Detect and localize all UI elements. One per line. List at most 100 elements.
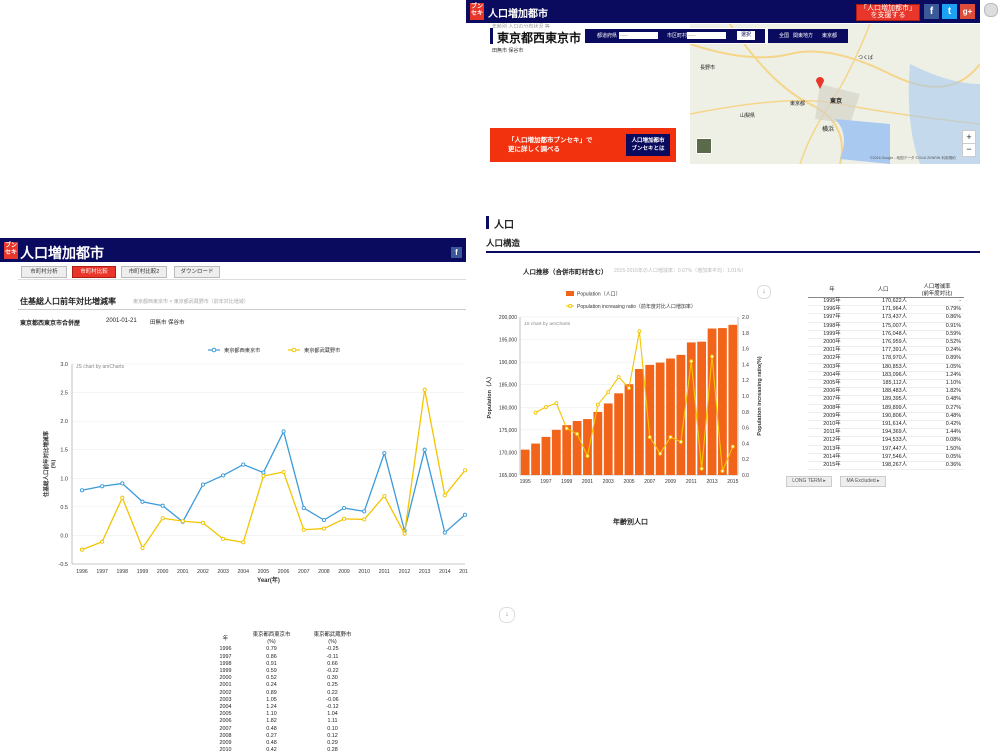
long-term-button[interactable]: LONG TERM ▸	[786, 476, 832, 487]
left-merge-cities: 田無市 保谷市	[150, 320, 185, 326]
tab-city-compare[interactable]: 市町村比較	[72, 266, 116, 278]
right-table-cell: 2002年	[808, 354, 856, 364]
bottom-download-icon[interactable]: ↓	[499, 607, 515, 623]
right-table-cell: 1.50%	[910, 445, 964, 454]
right-table-cell: 2006年	[808, 387, 856, 397]
left-col-musashino: 東京都武蔵野市 (%)	[313, 632, 352, 646]
nav-link-kanto[interactable]: 関東地方	[793, 33, 814, 39]
right-table-row: 2001年 177,391人 0.24%	[808, 346, 964, 356]
left-table-cell: 0.48	[266, 740, 277, 747]
top-sub-small: 年齢別 人口の分布状況 等	[492, 24, 550, 30]
top-right-circle[interactable]	[984, 3, 998, 17]
y-tick-label: -0.5	[59, 562, 68, 568]
tab-city-compare-2[interactable]: 市町村比較2	[121, 266, 167, 278]
x-tick-label: 2009	[338, 569, 350, 575]
support-button[interactable]: 「人口増加都市」 を支援する	[856, 4, 920, 21]
chart-credit: JS chart by amCharts	[76, 364, 125, 370]
zoom-out-button[interactable]: −	[962, 143, 976, 157]
right-table-cell: 183,096人	[856, 371, 910, 381]
bar	[583, 419, 592, 475]
section-title: 人口	[494, 220, 514, 231]
ma-excluded-button[interactable]: MA Excluded ▸	[840, 476, 886, 487]
series-line	[81, 429, 466, 534]
right-table-row: 2000年 176,959人 0.52%	[808, 338, 964, 348]
city-select[interactable]: -----	[687, 32, 726, 39]
right-table-cell: 1996年	[808, 305, 856, 315]
twitter-icon[interactable]: t	[942, 4, 957, 19]
ratio-point	[585, 454, 590, 458]
ratio-point	[554, 401, 559, 406]
right-table-cell: 176,959人	[856, 338, 910, 348]
map[interactable]: 東京 横浜 長野市 つくば 山梨県 東京都 + − ©2016 Google -…	[690, 24, 980, 164]
promo-banner[interactable]: 「人口増加都市ブンセキ」で 更に詳しく調べる 人口増加都市 ブンセキとは	[490, 128, 676, 162]
right-table-cell: 2012年	[808, 436, 856, 446]
nav-link-national[interactable]: 全国	[779, 33, 790, 39]
right-table-cell: 2003年	[808, 363, 856, 372]
data-point	[120, 495, 125, 500]
y-axis-title-group: 住基総人口前年対比増減率 (%)	[42, 431, 57, 498]
right-download-icon[interactable]: ↓	[757, 285, 771, 299]
map-thumbnail[interactable]	[696, 138, 712, 154]
ratio-point	[658, 451, 663, 456]
select-button[interactable]: 選択	[737, 31, 755, 40]
nav-link-tokyo[interactable]: 東京都	[822, 33, 838, 39]
top-title[interactable]: 人口増加都市	[488, 9, 548, 20]
top-city-name: 東京都西東京市	[497, 31, 582, 45]
map-label-yamanashi: 山梨県	[740, 113, 756, 119]
data-point	[200, 482, 205, 487]
x-tick-label: 1995	[520, 479, 531, 485]
right-table-cell: 2000年	[808, 338, 856, 348]
left-table-cell: 2002	[219, 689, 232, 696]
left-table-cell: -0.06	[326, 696, 339, 703]
top-neighbor-cities: 田無市 保谷市	[492, 48, 524, 54]
y2-title-group: Population increasing ratio(%)	[757, 356, 763, 436]
ratio-point	[627, 386, 631, 391]
nav-links-bar	[768, 29, 848, 43]
right-table-cell: 2014年	[808, 453, 856, 463]
ma-excluded-label: MA Excluded	[846, 478, 876, 484]
left-tab-bar	[18, 265, 466, 280]
data-point	[382, 451, 387, 456]
x-tick-label: 2005	[623, 479, 634, 485]
right-col-ratio: 人口増減率 (前年度対比)	[910, 284, 964, 298]
left-logo-text: ブンセキ	[4, 243, 17, 256]
left-table-cell: -0.22	[326, 668, 339, 675]
left-table-row: 2010 0.42 0.28	[210, 747, 363, 754]
data-point	[140, 545, 145, 551]
y-tick-label: 1.0	[60, 476, 68, 482]
left-facebook-icon[interactable]: f	[451, 247, 462, 258]
x-tick-label: 2011	[379, 569, 390, 575]
bar	[614, 393, 624, 475]
y2-tick-label: 1.0	[742, 394, 749, 400]
x-tick-label: 1997	[540, 479, 551, 485]
googleplus-icon[interactable]: g+	[960, 4, 975, 19]
tab-download[interactable]: ダウンロード	[174, 266, 220, 278]
left-title[interactable]: 人口増加都市	[20, 245, 104, 261]
facebook-icon[interactable]: f	[924, 4, 939, 19]
right-table-cell: 0.05%	[910, 453, 964, 463]
left-heading: 住基総人口前年対比増減率	[20, 297, 116, 306]
right-table-row: 1998年 175,007人 0.91%	[808, 322, 964, 331]
right-table-row: 2012年 194,533人 0.08%	[808, 436, 964, 446]
map-label-tsukuba: つくば	[858, 55, 874, 61]
legend-line-label: Population increasing ratio（前年度対比人口増加率）	[577, 303, 696, 310]
bar	[520, 449, 530, 475]
map-canvas	[690, 24, 980, 164]
bar	[718, 328, 727, 475]
top-logo[interactable]: ブンセキ	[470, 3, 484, 20]
ratio-point	[699, 466, 704, 471]
tab-city-analysis[interactable]: 市町村分析	[21, 266, 67, 278]
data-point	[462, 512, 468, 517]
y-tick-label: 200,000	[499, 315, 517, 321]
right-table-cell: 2001年	[808, 346, 856, 356]
x-tick-label: 2011	[686, 479, 697, 485]
y-tick-label: 165,000	[499, 473, 517, 479]
left-col-nishitokyo: 東京都西東京市 (%)	[252, 632, 291, 646]
promo-button[interactable]: 人口増加都市 ブンセキとは	[626, 134, 670, 156]
left-table-cell: 1.05	[266, 696, 277, 703]
zoom-in-button[interactable]: +	[962, 130, 976, 144]
right-table-row: 1996年 171,964人 0.79%	[808, 305, 964, 315]
pref-select[interactable]: -----	[619, 32, 658, 39]
left-logo[interactable]: ブンセキ	[4, 242, 18, 259]
right-table-cell: 2010年	[808, 420, 856, 430]
